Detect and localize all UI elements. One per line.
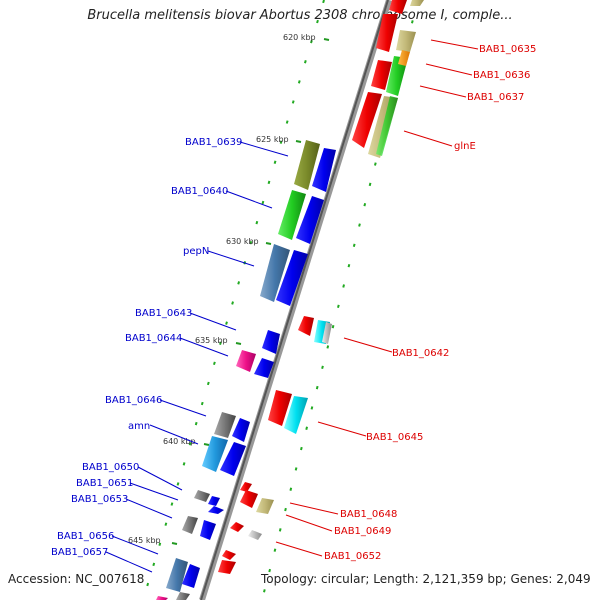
gene-label-bab1-0640[interactable]: BAB1_0640 [171,186,228,197]
gene-bab1-0639-arrow[interactable] [294,140,320,190]
tick-label-630: 630 kbp [226,237,259,246]
tick-label-620: 620 kbp [283,33,316,42]
gene-bab1-0643-arrow[interactable] [262,330,280,354]
gene-label-bab1-0648[interactable]: BAB1_0648 [340,509,397,520]
gene-bab1-0645a-arrow[interactable] [268,390,292,426]
gene-bab1-0654-arrow[interactable] [218,560,236,574]
gene-edge-gray-arrow[interactable] [176,592,190,600]
gene-bab1-0646-gray-arrow[interactable] [214,412,236,438]
gene-bab1-0636-arrow[interactable] [371,60,392,90]
tick-marks [171,38,330,545]
gene-bab1-0642c-arrow[interactable] [322,322,332,344]
gene-label-bab1-0646[interactable]: BAB1_0646 [105,395,162,406]
gene-bab1-0656-arrow[interactable] [166,558,188,592]
gene-pepn-arrow[interactable] [276,250,308,306]
gene-pepn-steel-arrow[interactable] [260,244,290,302]
gene-bab1-0645-arrow[interactable] [284,396,308,434]
gene-label-amn[interactable]: amn [128,421,150,432]
gene-label-bab1-0636[interactable]: BAB1_0636 [473,70,530,81]
gene-label-glne[interactable]: glnE [454,141,476,152]
gene-label-bab1-0649[interactable]: BAB1_0649 [334,526,391,537]
gene-bab1-0644-arrow[interactable] [254,358,274,378]
gene-bab1-0640b-arrow[interactable] [296,196,324,244]
gene-bab1-0644-pink-arrow[interactable] [236,350,256,372]
gene-bab1-0654a-arrow[interactable] [222,550,236,560]
gene-amn-sky-arrow[interactable] [202,436,228,472]
tick-label-625: 625 kbp [256,135,289,144]
gene-bab1-0639b-arrow[interactable] [312,148,336,192]
gene-label-bab1-0652[interactable]: BAB1_0652 [324,551,381,562]
reverse-leader-lines [105,141,289,573]
gene-bab1-0650-arrow[interactable] [194,490,210,502]
gene-orange-arrow[interactable] [398,50,410,66]
gene-bab1-0640-arrow[interactable] [278,190,306,240]
gene-label-bab1-0643[interactable]: BAB1_0643 [135,308,192,319]
gene-bab1-0635-arrow[interactable] [376,14,398,52]
gene-label-bab1-0637[interactable]: BAB1_0637 [467,92,524,103]
gene-bab1-0651-arrow[interactable] [208,496,220,506]
gene-bab1-0635b-arrow[interactable] [396,30,416,52]
genome-backbone-core [200,0,389,600]
gene-bab1-0652a-arrow[interactable] [230,522,244,532]
gene-0634-arrow[interactable] [389,0,407,14]
gene-label-bab1-0645[interactable]: BAB1_0645 [366,432,423,443]
gene-label-bab1-0644[interactable]: BAB1_0644 [125,333,182,344]
gene-gine-green-arrow[interactable] [376,96,398,156]
gene-label-bab1-0635[interactable]: BAB1_0635 [479,44,536,55]
gene-bab1-0651b-arrow[interactable] [208,506,224,514]
forward-strand-genes [218,0,424,574]
topology-text: Topology: circular; Length: 2,121,359 bp… [261,572,591,586]
tick-label-645: 645 kbp [128,536,161,545]
accession-text: Accession: NC_007618 [8,572,145,586]
reverse-strand-genes [156,140,336,600]
tick-label-640: 640 kbp [163,437,196,446]
gene-label-bab1-0642[interactable]: BAB1_0642 [392,348,449,359]
gene-label-bab1-0639[interactable]: BAB1_0639 [185,137,242,148]
gene-bab1-0652-arrow[interactable] [248,530,262,540]
gene-gine-red-arrow[interactable] [352,92,382,148]
tick-label-635: 635 kbp [195,336,228,345]
genome-title: Brucella melitensis biovar Abortus 2308 … [87,8,513,23]
gene-bab1-0642-arrow[interactable] [298,316,314,336]
gene-bab1-0646-arrow[interactable] [232,418,250,442]
gene-edge-pink-arrow[interactable] [156,596,168,600]
gene-label-bab1-0651[interactable]: BAB1_0651 [76,478,133,489]
gene-bab1-0649-arrow[interactable] [256,498,274,514]
gene-label-bab1-0656[interactable]: BAB1_0656 [57,531,114,542]
gene-bab1-0657-arrow[interactable] [182,564,200,588]
gene-label-pepn[interactable]: pepN [183,246,209,257]
gene-label-bab1-0653[interactable]: BAB1_0653 [71,494,128,505]
gene-label-bab1-0650[interactable]: BAB1_0650 [82,462,139,473]
forward-leader-lines [275,39,479,557]
gene-0634b-arrow[interactable] [410,0,424,6]
gene-amn-arrow[interactable] [220,442,246,476]
gene-bab1-0648b-arrow[interactable] [240,490,258,508]
gene-bab1-0653-gray-arrow[interactable] [182,516,198,534]
gene-bab1-0648-arrow[interactable] [240,482,252,492]
gene-bab1-0653-arrow[interactable] [200,520,216,540]
gene-bab1-0636b-arrow[interactable] [386,56,408,96]
gene-label-bab1-0657[interactable]: BAB1_0657 [51,547,108,558]
